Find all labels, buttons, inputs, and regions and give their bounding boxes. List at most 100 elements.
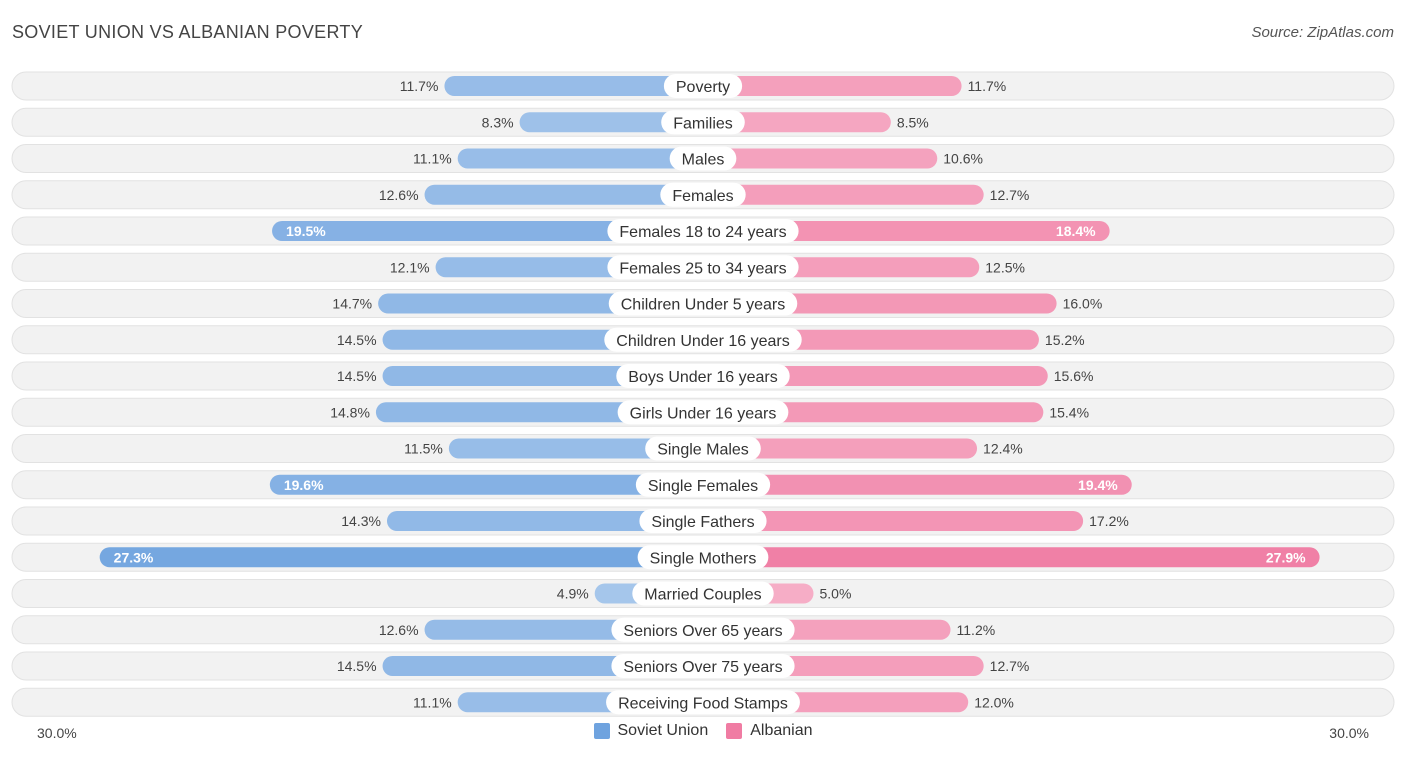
category-label-background <box>604 327 802 352</box>
chart-title: SOVIET UNION VS ALBANIAN POVERTY <box>12 22 364 42</box>
category-label: Females 25 to 34 years <box>619 260 786 277</box>
value-label-soviet-union: 12.6% <box>379 622 419 638</box>
row-females-25-to-34-years: 12.1% 12.5% Females 25 to 34 years <box>11 252 1395 282</box>
category-label-background <box>611 654 795 678</box>
row-boys-under-16-years: 14.5% 15.6% Boys Under 16 years <box>11 361 1395 391</box>
axis-left-label: 30.0% <box>37 725 77 741</box>
value-label-albanian: 12.7% <box>990 187 1030 203</box>
value-label-albanian: 12.4% <box>983 441 1023 457</box>
category-label-background <box>606 690 800 715</box>
bar-soviet-union[interactable] <box>457 148 703 169</box>
row-receiving-food-stamps: 11.1% 12.0% Receiving Food Stamps <box>11 687 1395 717</box>
bar-albanian[interactable] <box>703 76 962 96</box>
category-label-background <box>637 545 769 570</box>
bar-soviet-union[interactable] <box>386 511 703 531</box>
value-label-albanian: 16.0% <box>1063 296 1103 312</box>
category-label: Females 18 to 24 years <box>619 224 786 241</box>
bar-soviet-union[interactable] <box>424 184 703 205</box>
category-label-background <box>611 617 795 642</box>
axis-right-label: 30.0% <box>1329 725 1369 741</box>
bar-soviet-union[interactable] <box>519 112 703 133</box>
value-label-soviet-union: 11.5% <box>404 441 443 457</box>
category-label-background <box>607 219 799 243</box>
legend: Soviet Union Albanian <box>0 722 1406 740</box>
value-label-soviet-union: 12.1% <box>390 259 430 275</box>
legend-swatch-albanian <box>726 723 743 739</box>
value-label-soviet-union: 11.7% <box>400 78 439 94</box>
category-label: Boys Under 16 years <box>628 369 777 386</box>
row-children-under-5-years: 14.7% 16.0% Children Under 5 years <box>11 289 1395 318</box>
category-label: Males <box>682 152 725 169</box>
row-married-couples: 4.9% 5.0% Married Couples <box>11 579 1395 608</box>
value-label-albanian: 10.6% <box>943 151 983 167</box>
row-single-mothers: 27.3% 27.9% Single Mothers <box>11 542 1395 572</box>
bar-albanian[interactable] <box>703 148 938 169</box>
value-label-albanian: 17.2% <box>1089 513 1129 529</box>
value-label-soviet-union: 14.3% <box>341 513 381 529</box>
value-label-albanian: 27.9% <box>1266 549 1306 565</box>
bar-soviet-union[interactable] <box>269 474 703 495</box>
category-label-background <box>608 291 798 316</box>
bar-albanian[interactable] <box>703 112 891 133</box>
bar-albanian[interactable] <box>703 547 1320 568</box>
category-label: Poverty <box>676 79 730 96</box>
row-seniors-over-65-years: 12.6% 11.2% Seniors Over 65 years <box>11 615 1395 645</box>
value-label-albanian: 5.0% <box>820 586 852 602</box>
value-label-albanian: 8.5% <box>897 114 929 130</box>
category-label-background <box>632 581 774 606</box>
value-label-albanian: 11.7% <box>968 78 1007 94</box>
bar-soviet-union[interactable] <box>444 76 703 96</box>
category-label-background <box>617 400 789 425</box>
bar-albanian[interactable] <box>703 511 1084 531</box>
legend-swatch-soviet-union <box>593 723 610 739</box>
value-label-albanian: 15.2% <box>1045 332 1085 348</box>
row-girls-under-16-years: 14.8% 15.4% Girls Under 16 years <box>11 397 1395 427</box>
category-label: Seniors Over 65 years <box>623 623 782 640</box>
row-males: 11.1% 10.6% Males <box>11 144 1395 173</box>
row-single-females: 19.6% 19.4% Single Females <box>11 470 1395 500</box>
value-label-albanian: 15.4% <box>1049 404 1089 420</box>
value-label-albanian: 18.4% <box>1056 223 1096 239</box>
row-families: 8.3% 8.5% Families <box>11 107 1395 137</box>
value-label-soviet-union: 11.1% <box>413 151 452 167</box>
bar-albanian[interactable] <box>703 366 1048 386</box>
row-females-18-to-24-years: 19.5% 18.4% Females 18 to 24 years <box>11 216 1395 246</box>
value-label-albanian: 12.0% <box>974 694 1014 710</box>
category-label-background <box>616 364 790 388</box>
value-label-soviet-union: 8.3% <box>482 114 514 130</box>
value-label-soviet-union: 14.8% <box>330 404 370 420</box>
category-label-background <box>645 436 761 461</box>
bar-soviet-union[interactable] <box>99 547 704 568</box>
bar-soviet-union[interactable] <box>448 438 703 459</box>
category-label: Single Mothers <box>650 550 757 567</box>
bar-albanian[interactable] <box>703 184 984 205</box>
legend-label-soviet-union: Soviet Union <box>617 722 709 739</box>
legend-item-albanian[interactable]: Albanian <box>726 722 813 740</box>
bar-soviet-union[interactable] <box>272 221 703 241</box>
category-label: Seniors Over 75 years <box>623 659 782 676</box>
value-label-soviet-union: 19.6% <box>284 477 324 493</box>
bar-albanian[interactable] <box>703 474 1132 495</box>
value-label-soviet-union: 14.5% <box>337 332 377 348</box>
legend-label-albanian: Albanian <box>750 722 813 739</box>
category-label: Females <box>672 188 733 205</box>
bar-albanian[interactable] <box>703 402 1044 423</box>
chart-area: 11.7% 11.7% Poverty 8.3% 8.5% Families 11.1% 10… <box>11 71 1395 717</box>
value-label-soviet-union: 19.5% <box>286 223 326 239</box>
category-label-background <box>660 182 746 207</box>
bar-albanian[interactable] <box>703 438 978 459</box>
value-label-soviet-union: 4.9% <box>557 586 589 602</box>
row-seniors-over-75-years: 14.5% 12.7% Seniors Over 75 years <box>11 651 1395 681</box>
value-label-soviet-union: 11.1% <box>413 694 452 710</box>
bar-albanian[interactable] <box>703 221 1110 241</box>
value-label-albanian: 19.4% <box>1078 477 1118 493</box>
category-label: Receiving Food Stamps <box>618 695 788 712</box>
row-single-fathers: 14.3% 17.2% Single Fathers <box>11 506 1395 536</box>
legend-item-soviet-union[interactable]: Soviet Union <box>593 722 709 740</box>
value-label-soviet-union: 14.5% <box>337 658 377 674</box>
category-label: Children Under 5 years <box>621 297 786 314</box>
row-poverty: 11.7% 11.7% Poverty <box>11 71 1395 101</box>
category-label-background <box>639 509 767 533</box>
category-label: Children Under 16 years <box>616 333 789 350</box>
row-females: 12.6% 12.7% Females <box>11 180 1395 210</box>
